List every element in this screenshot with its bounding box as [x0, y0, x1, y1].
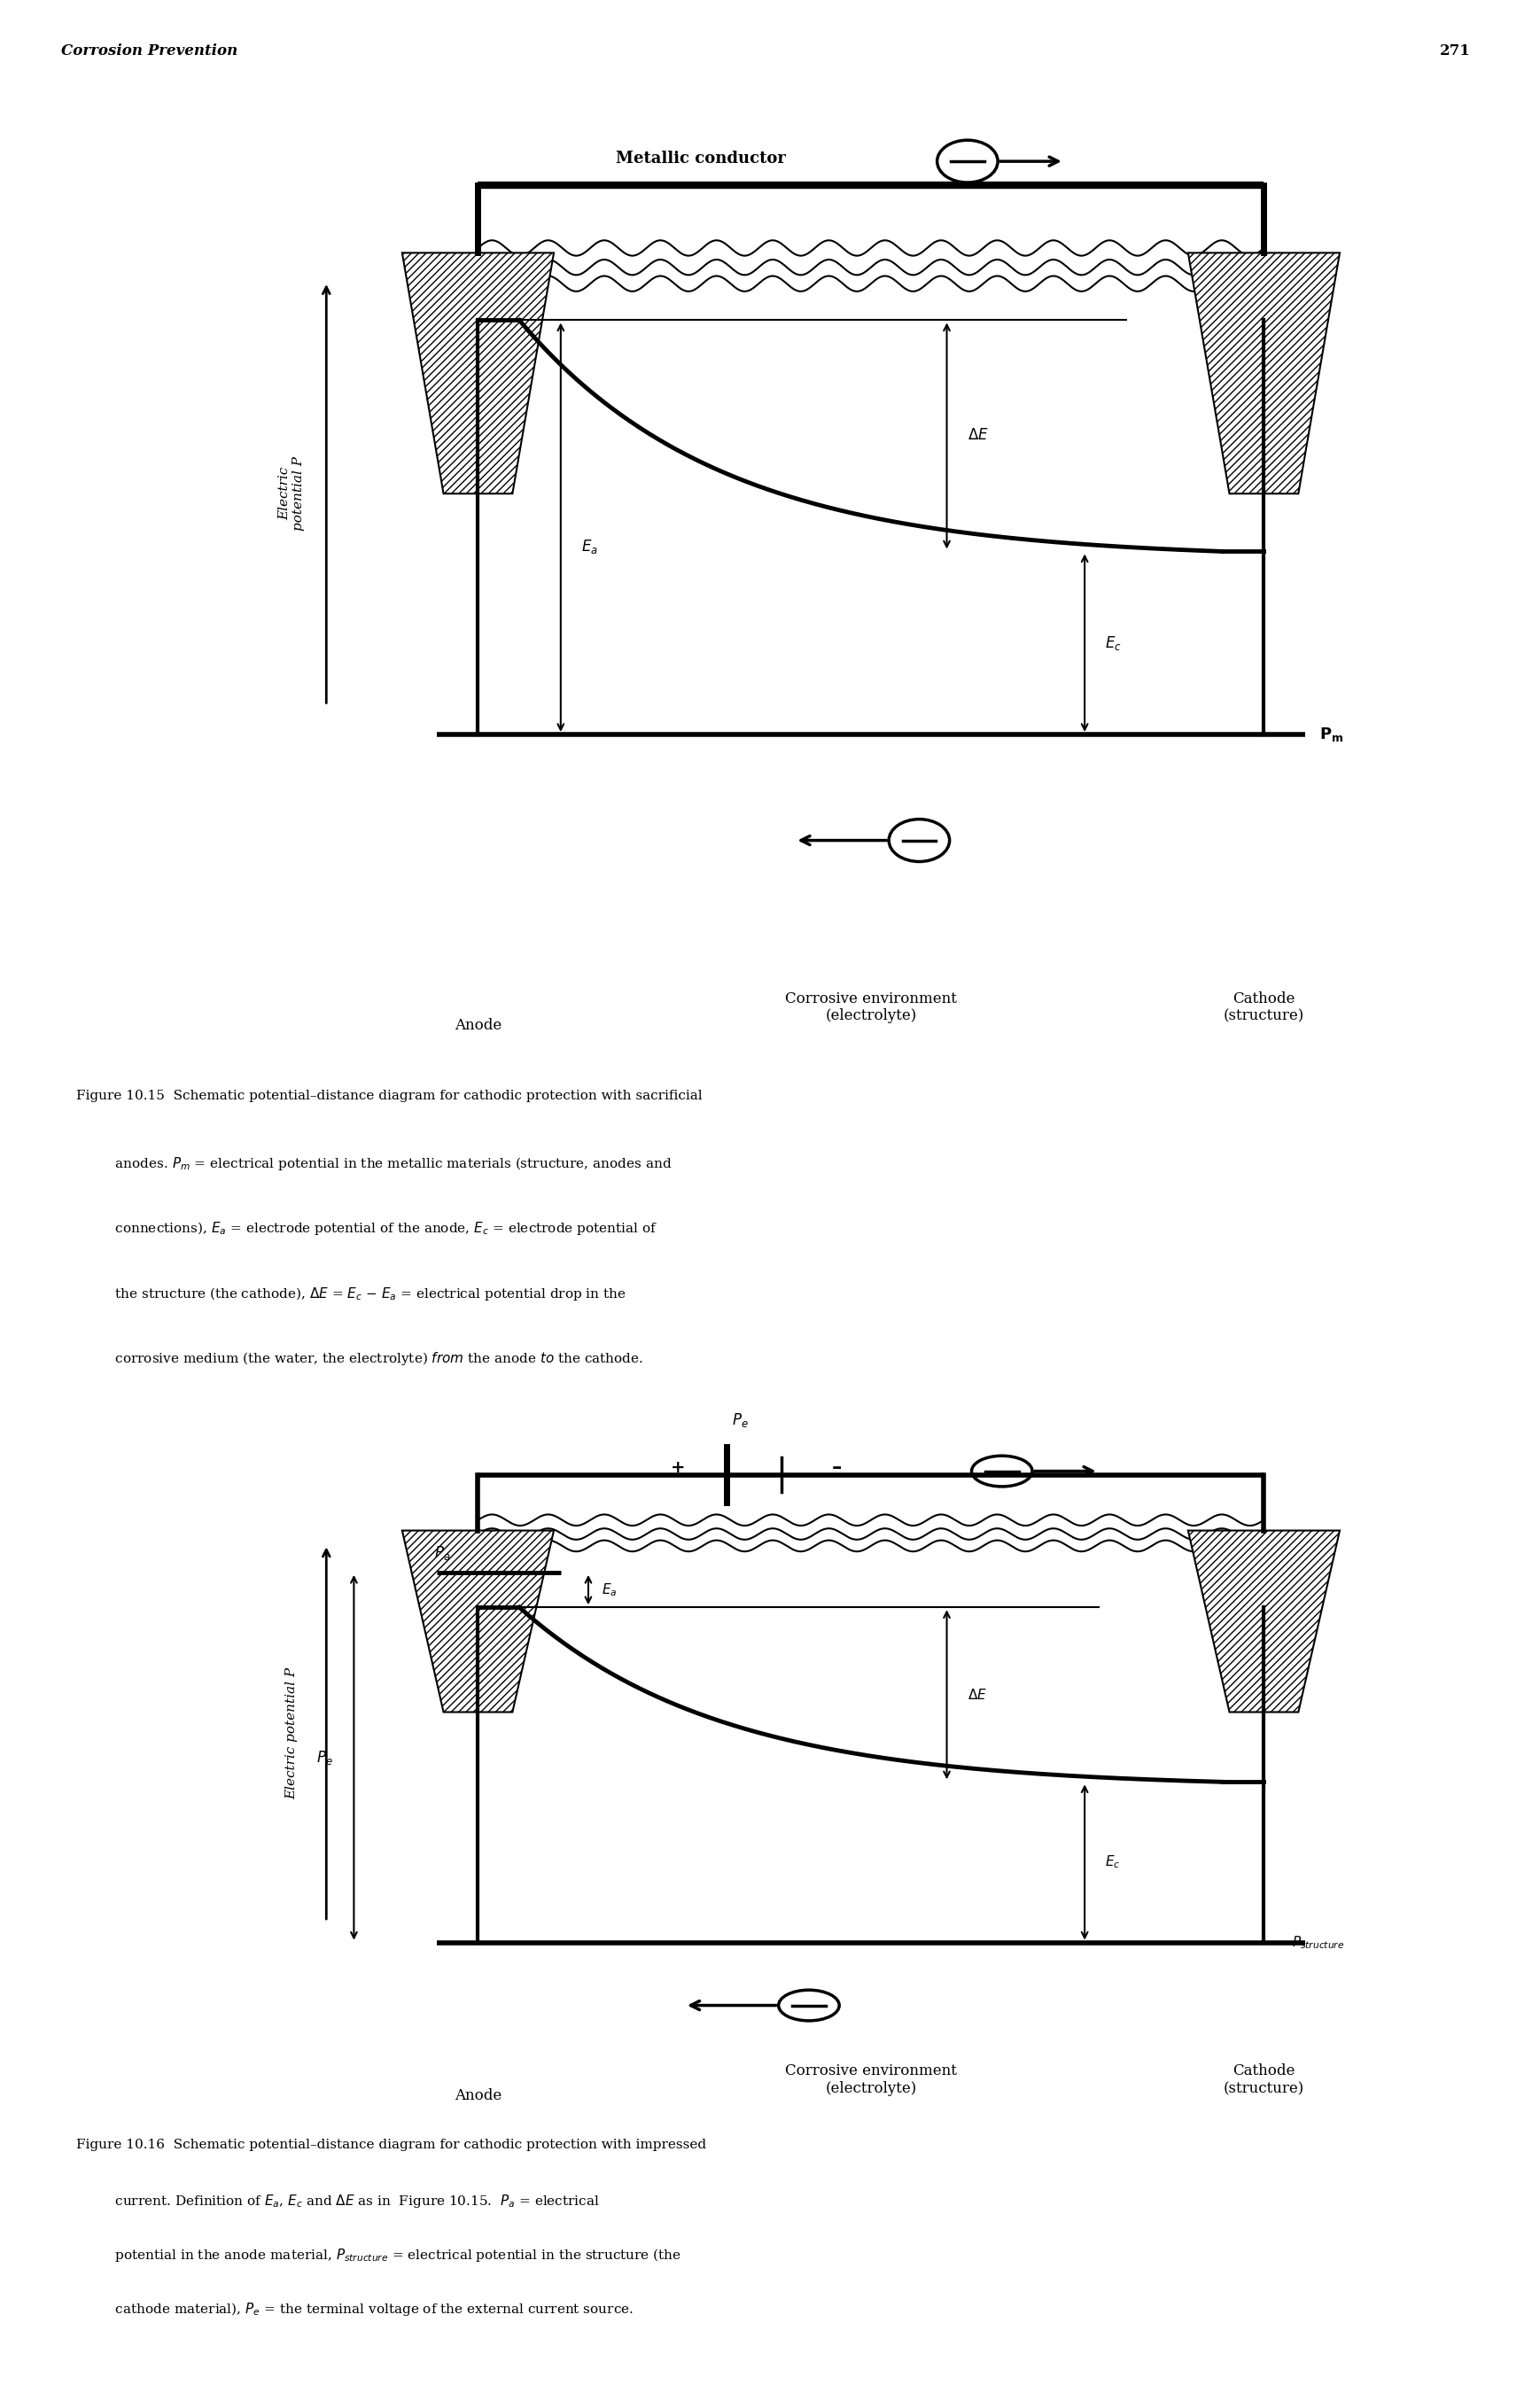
Text: $E_a$: $E_a$	[602, 1582, 617, 1599]
Polygon shape	[1187, 1531, 1339, 1712]
Text: $P_{structure}$: $P_{structure}$	[1291, 1934, 1344, 1950]
Text: Electric potential P: Electric potential P	[285, 1666, 299, 1799]
Polygon shape	[401, 1531, 555, 1712]
Text: anodes. $P_m$ = electrical potential in the metallic materials (structure, anode: anodes. $P_m$ = electrical potential in …	[77, 1156, 673, 1173]
Text: Figure 10.15  Schematic potential–distance diagram for cathodic protection with : Figure 10.15 Schematic potential–distanc…	[77, 1091, 703, 1103]
Text: current. Definition of $E_a$, $E_c$ and $\Delta E$ as in  Figure 10.15.  $P_a$ =: current. Definition of $E_a$, $E_c$ and …	[77, 2191, 601, 2208]
Text: Corrosive environment
(electrolyte): Corrosive environment (electrolyte)	[784, 992, 958, 1023]
Text: connections), $E_a$ = electrode potential of the anode, $E_c$ = electrode potent: connections), $E_a$ = electrode potentia…	[77, 1221, 659, 1238]
Text: $\mathbf{P_m}$: $\mathbf{P_m}$	[1319, 725, 1344, 744]
Text: Corrosion Prevention: Corrosion Prevention	[61, 43, 237, 58]
Text: Electric
potential P: Electric potential P	[279, 458, 305, 530]
Text: $E_a$: $E_a$	[582, 537, 597, 556]
Text: $E_c$: $E_c$	[1105, 1854, 1121, 1871]
Text: the structure (the cathode), $\Delta E$ = $E_c$ $-$ $E_a$ = electrical potential: the structure (the cathode), $\Delta E$ …	[77, 1286, 627, 1303]
Text: $P_a$: $P_a$	[434, 1544, 450, 1563]
Polygon shape	[1187, 253, 1339, 494]
Text: cathode material), $P_e$ = the terminal voltage of the external current source.: cathode material), $P_e$ = the terminal …	[77, 2302, 634, 2316]
Text: potential in the anode material, $P_{structure}$ = electrical potential in the s: potential in the anode material, $P_{str…	[77, 2247, 682, 2264]
Text: $E_c$: $E_c$	[1105, 633, 1121, 653]
Polygon shape	[401, 253, 555, 494]
Text: Cathode
(structure): Cathode (structure)	[1224, 2064, 1304, 2095]
Text: 271: 271	[1440, 43, 1471, 58]
Text: Anode: Anode	[455, 2088, 501, 2102]
Text: Corrosive environment
(electrolyte): Corrosive environment (electrolyte)	[784, 2064, 958, 2095]
Text: +: +	[671, 1459, 685, 1476]
Text: Cathode
(structure): Cathode (structure)	[1224, 992, 1304, 1023]
Text: $P_e$: $P_e$	[317, 1748, 332, 1767]
Text: $\Delta E$: $\Delta E$	[968, 429, 988, 443]
Text: Metallic conductor: Metallic conductor	[616, 149, 786, 166]
Text: $\Delta E$: $\Delta E$	[968, 1688, 987, 1702]
Text: Figure 10.16  Schematic potential–distance diagram for cathodic protection with : Figure 10.16 Schematic potential–distanc…	[77, 2138, 706, 2150]
Text: Anode: Anode	[455, 1019, 501, 1033]
Text: $P_e$: $P_e$	[732, 1411, 748, 1430]
Text: corrosive medium (the water, the electrolyte) $\it{from}$ the anode $\it{to}$ th: corrosive medium (the water, the electro…	[77, 1351, 643, 1368]
Text: –: –	[832, 1457, 841, 1479]
